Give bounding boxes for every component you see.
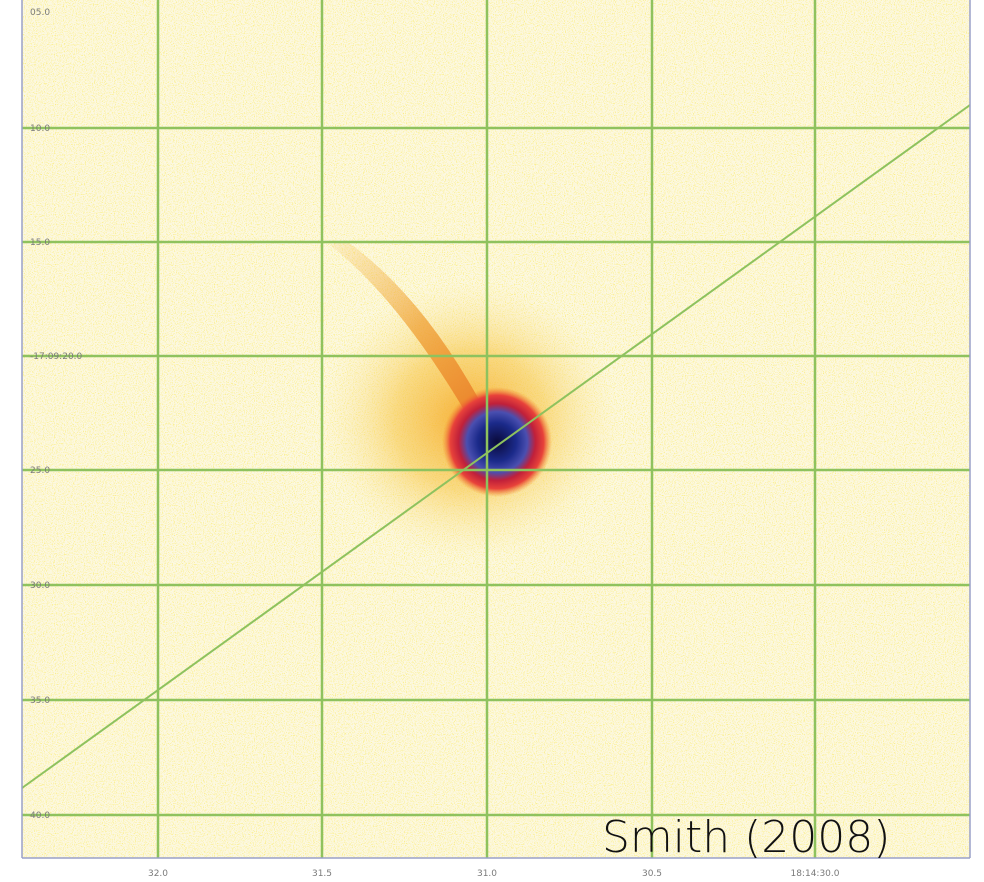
core	[442, 387, 552, 497]
y-label: 10.0	[30, 124, 50, 134]
y-label: -17:09:20.0	[30, 352, 83, 362]
credit: Smith (2008)	[602, 812, 890, 863]
x-label: 30.5	[642, 869, 662, 879]
y-label: 40.0	[30, 811, 50, 821]
sky-image: 05.0 10.0 15.0 -17:09:20.0 25.0 30.0 35.0 40.0 3…	[0, 0, 984, 882]
y-label: 30.0	[30, 581, 50, 591]
y-label: 05.0	[30, 8, 50, 18]
x-label: 31.5	[312, 869, 332, 879]
y-label: 25.0	[30, 466, 50, 476]
y-label: 35.0	[30, 696, 50, 706]
y-label: 15.0	[30, 238, 50, 248]
page: 05.0 10.0 15.0 -17:09:20.0 25.0 30.0 35.0 40.0 3…	[0, 0, 984, 882]
x-label: 32.0	[148, 869, 168, 879]
x-label: 31.0	[477, 869, 497, 879]
x-label: 18:14:30.0	[790, 869, 839, 879]
